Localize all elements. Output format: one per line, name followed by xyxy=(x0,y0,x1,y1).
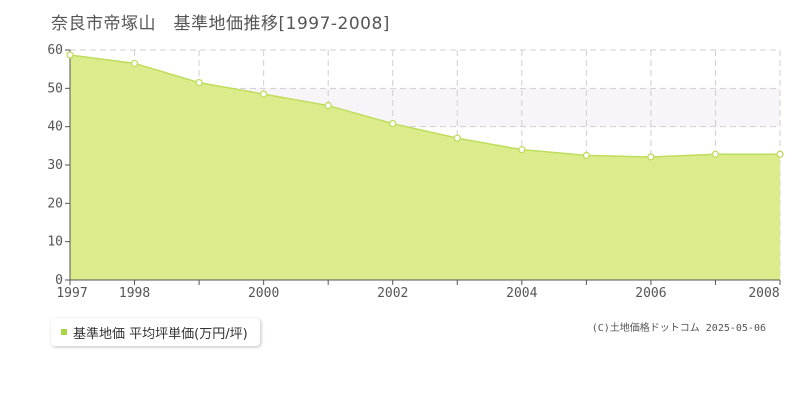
legend-label: 基準地価 平均坪単価(万円/坪) xyxy=(73,326,248,342)
series-line xyxy=(69,54,780,158)
y-tick-label: 30 xyxy=(47,158,63,173)
data-point xyxy=(647,153,655,161)
data-point xyxy=(711,150,720,158)
x-tick-label: 2008 xyxy=(748,286,779,301)
y-tick-label: 0 xyxy=(55,273,63,288)
y-tick-label: 40 xyxy=(47,120,63,135)
copyright-text: (C)土地価格ドットコム 2025-05-06 xyxy=(591,323,766,334)
x-tick-label: 2000 xyxy=(248,286,279,301)
y-tick-label: 60 xyxy=(47,43,63,58)
x-tick-label: 2004 xyxy=(506,286,537,301)
chart-title: 奈良市帝塚山 基準地価推移[1997-2008] xyxy=(51,14,390,34)
data-point xyxy=(389,119,397,128)
data-point xyxy=(66,51,74,59)
y-tick-label: 50 xyxy=(47,81,63,96)
data-point xyxy=(195,78,203,87)
data-point xyxy=(324,101,332,110)
x-tick-label: 2006 xyxy=(635,286,666,301)
data-point xyxy=(518,146,526,154)
data-point xyxy=(582,151,591,160)
data-point xyxy=(130,59,139,68)
data-point xyxy=(259,90,268,98)
x-tick-label: 1997 xyxy=(56,286,87,301)
legend-square-icon xyxy=(61,329,67,335)
data-point xyxy=(453,134,461,142)
x-tick-label: 2002 xyxy=(377,286,408,301)
data-point xyxy=(776,150,784,158)
y-tick-label: 10 xyxy=(47,235,63,250)
y-tick-label: 20 xyxy=(47,196,63,211)
x-tick-label: 1998 xyxy=(119,286,150,301)
series-area xyxy=(70,54,780,280)
chart-legend: 基準地価 平均坪単価(万円/坪) xyxy=(51,318,260,346)
